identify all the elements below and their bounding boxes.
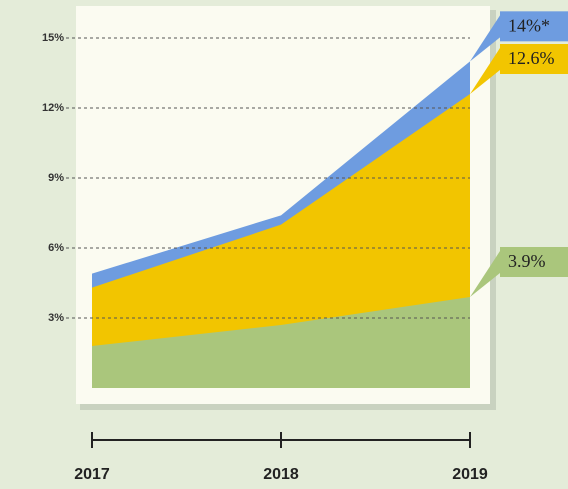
area [92, 297, 470, 388]
label-box [500, 44, 568, 74]
value-label: 3.9% [508, 251, 546, 271]
label-box [500, 247, 568, 277]
value-label: 14%* [508, 15, 550, 35]
x-tick-label: 2019 [452, 466, 488, 483]
y-tick-label: 3% [48, 312, 64, 324]
x-tick-label: 2018 [263, 466, 299, 483]
label-connector [470, 15, 500, 62]
y-tick-label: 6% [48, 242, 64, 254]
label-connector [470, 251, 500, 297]
label-box [500, 11, 568, 42]
y-tick-label: 9% [48, 172, 64, 184]
x-tick-label: 2017 [74, 466, 110, 483]
label-connector [470, 48, 500, 94]
value-label: 12.6% [508, 48, 555, 68]
y-tick-label: 15% [42, 32, 64, 44]
y-tick-label: 12% [42, 102, 64, 114]
